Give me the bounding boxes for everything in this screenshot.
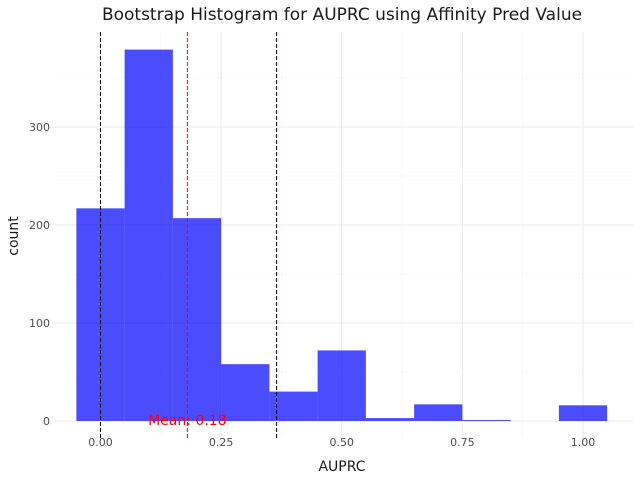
histogram-bar [317, 350, 366, 421]
histogram-bar [558, 405, 608, 421]
y-tick-label: 100 [29, 317, 50, 330]
histogram-bar [365, 418, 415, 421]
chart-title: Bootstrap Histogram for AUPRC using Affi… [102, 5, 582, 25]
x-tick-label: 0.25 [209, 436, 234, 449]
x-tick-label: 0.50 [330, 436, 355, 449]
histogram-bar [124, 49, 173, 422]
y-axis-ticks: 0 100 200 300 [29, 121, 50, 428]
y-axis-title: count [6, 216, 22, 256]
y-tick-label: 0 [43, 415, 50, 428]
histogram-bar [414, 404, 463, 421]
y-tick-label: 200 [29, 219, 50, 232]
histogram-bar [269, 391, 318, 421]
x-axis-ticks: 0.00 0.25 0.50 0.75 1.00 [88, 436, 595, 449]
reference-lines [100, 32, 278, 438]
histogram-bar [221, 364, 270, 421]
y-tick-label: 300 [29, 121, 50, 134]
histogram-bar [172, 218, 222, 421]
x-tick-label: 0.75 [450, 436, 475, 449]
x-axis-title: AUPRC [318, 459, 365, 475]
mean-annotation: Mean: 0.18 [148, 413, 226, 429]
histogram-bar [462, 420, 511, 421]
x-tick-label: 1.00 [571, 436, 596, 449]
x-tick-label: 0.00 [88, 436, 113, 449]
